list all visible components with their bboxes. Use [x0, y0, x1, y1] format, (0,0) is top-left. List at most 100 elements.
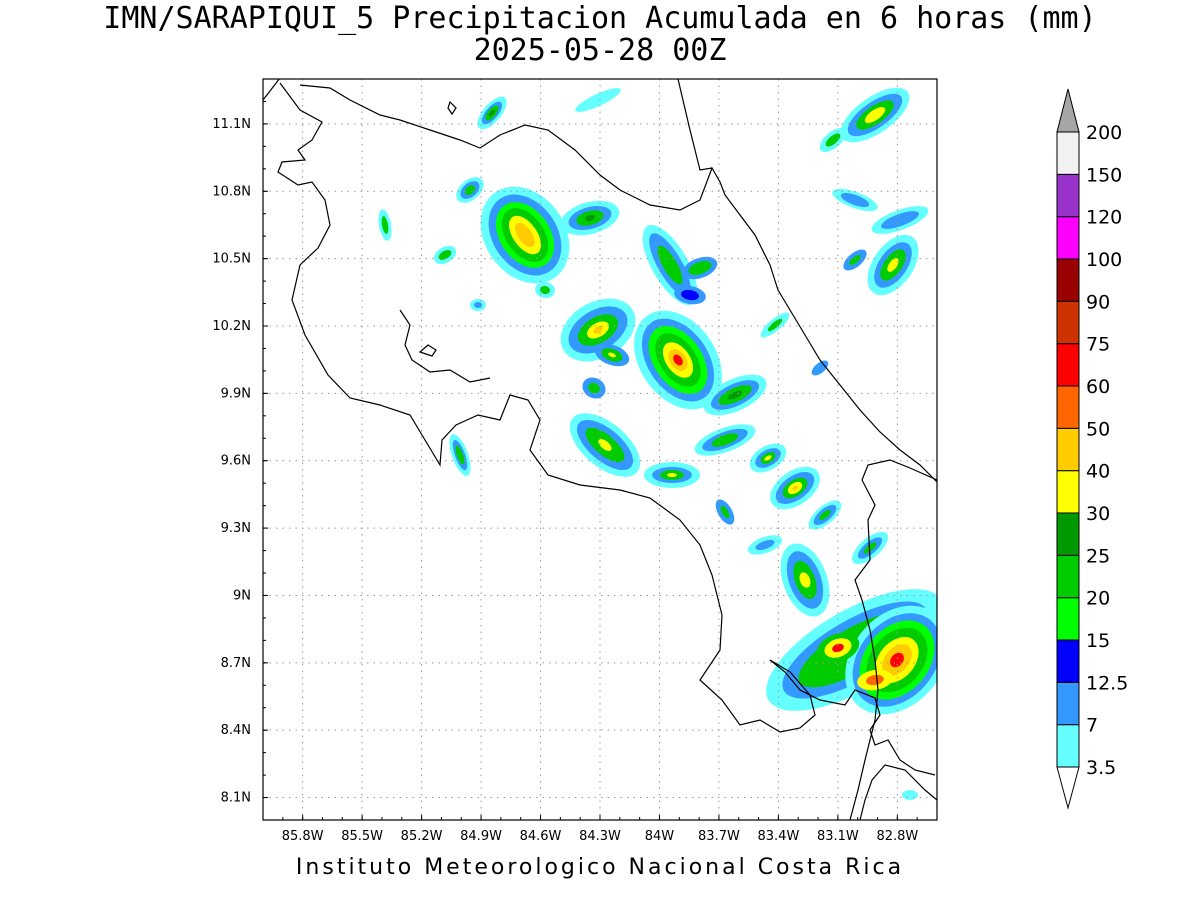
- lon-tick-label: 84W: [645, 829, 675, 844]
- colorbar-level-label: 150: [1086, 164, 1122, 186]
- colorbar-level-label: 50: [1086, 418, 1110, 440]
- lon-tick-label: 84.6W: [520, 829, 562, 844]
- rain-cell: [378, 209, 392, 241]
- colorbar-swatch: [1056, 343, 1080, 387]
- rain-cell: [780, 543, 830, 617]
- rain-cell: [747, 535, 783, 555]
- caribbean-coastline: [299, 84, 937, 483]
- colorbar-swatch: [1056, 724, 1080, 768]
- gulf-of-nicoya-coast: [399, 309, 491, 383]
- credit-footer: Instituto Meteorologico Nacional Costa R…: [295, 855, 905, 880]
- latitude-tick-labels: 11.1N 10.8N 10.5N 10.2N 9.9N 9.6N 9.3N 9N 8.7N 8.…: [212, 117, 251, 806]
- lat-tick-label: 8.7N: [221, 656, 251, 671]
- colorbar-level-label: 12.5: [1086, 672, 1128, 694]
- colorbar-level-label: 25: [1086, 545, 1110, 567]
- lat-tick-label: 9N: [233, 588, 251, 603]
- colorbar-level-label: 30: [1086, 503, 1110, 525]
- pacific-coastline: [277, 82, 816, 733]
- colorbar-swatch: [1056, 216, 1080, 260]
- lat-tick-label: 10.8N: [212, 184, 251, 199]
- rain-cell: [902, 790, 918, 800]
- lat-tick-label: 11.1N: [212, 117, 251, 132]
- rain-cell: [477, 96, 507, 130]
- lat-tick-label: 9.6N: [221, 454, 251, 469]
- rain-cell: [819, 128, 847, 152]
- map-title: IMN/SARAPIQUI_5 Precipitacion Acumulada …: [103, 1, 1097, 36]
- rain-cell: [871, 206, 929, 234]
- colorbar-level-label: 100: [1086, 249, 1122, 271]
- rain-cell: [535, 281, 555, 299]
- colorbar-swatch: [1056, 554, 1080, 599]
- rain-cell: [832, 188, 878, 212]
- lon-tick-label: 84.3W: [579, 829, 621, 844]
- rain-cell: [682, 256, 718, 280]
- rain-cell: [816, 632, 860, 664]
- colorbar-swatch: [1056, 470, 1080, 514]
- rain-cell: [449, 434, 471, 476]
- colorbar-level-label: 7: [1086, 715, 1098, 737]
- colorbar-over-triangle: [1056, 88, 1080, 133]
- rain-cell: [840, 87, 910, 143]
- colorbar-swatch: [1056, 639, 1080, 683]
- map-frame: [262, 78, 938, 821]
- rain-cell: [594, 343, 630, 367]
- rain-cell: [644, 462, 700, 488]
- rain-cell: [480, 186, 570, 284]
- colorbar: 3.5 7 12.5 15 20 25 30 40 50 60 75 90 100 120 150 200: [1056, 88, 1128, 810]
- rain-cell: [867, 234, 919, 296]
- colorbar-swatch: [1056, 258, 1080, 302]
- lat-tick-label: 9.3N: [221, 521, 251, 536]
- rain-cell: [760, 312, 790, 338]
- rain-cell: [470, 299, 486, 311]
- lat-tick-label: 8.4N: [221, 723, 251, 738]
- colorbar-level-label: 3.5: [1086, 757, 1116, 779]
- rain-cell: [569, 413, 641, 477]
- rain-cell: [456, 177, 484, 203]
- colorbar-under-triangle: [1056, 766, 1080, 810]
- rain-cell: [634, 310, 722, 410]
- rain-cell: [857, 669, 893, 691]
- rain-cell: [575, 88, 621, 112]
- rain-cell: [433, 245, 457, 265]
- colorbar-level-label: 90: [1086, 291, 1110, 313]
- rain-cell: [560, 200, 620, 236]
- lon-tick-label: 85.2W: [401, 829, 443, 844]
- lat-tick-label: 10.2N: [212, 319, 251, 334]
- map-datetime: 2025-05-28 00Z: [473, 33, 727, 68]
- lat-tick-label: 9.9N: [221, 386, 251, 401]
- nicaragua-coast: [677, 79, 713, 171]
- colorbar-level-label: 200: [1086, 122, 1122, 144]
- island: [447, 100, 457, 116]
- rain-cell: [560, 298, 636, 362]
- longitude-tick-labels: 85.8W 85.5W 85.2W 84.9W 84.6W 84.3W 84W 83.7W 83…: [282, 829, 919, 844]
- rain-cell: [715, 499, 735, 525]
- colorbar-level-label: 120: [1086, 207, 1122, 229]
- rain-cell: [582, 377, 606, 399]
- colorbar-swatch: [1056, 681, 1080, 726]
- lon-tick-label: 85.8W: [282, 829, 324, 844]
- lon-tick-label: 85.5W: [341, 829, 383, 844]
- colorbar-swatch: [1056, 597, 1080, 641]
- lat-tick-label: 10.5N: [212, 252, 251, 267]
- graticule: [262, 78, 938, 821]
- lon-tick-label: 82.8W: [876, 829, 918, 844]
- colorbar-level-label: 60: [1086, 376, 1110, 398]
- colorbar-swatch: [1056, 131, 1080, 175]
- rain-cell: [694, 424, 756, 456]
- rain-cell: [674, 285, 706, 305]
- lon-tick-label: 84.9W: [460, 829, 502, 844]
- rain-cell: [749, 443, 787, 473]
- lon-tick-label: 83.7W: [698, 829, 740, 844]
- panama-border: [849, 459, 937, 820]
- island: [418, 344, 437, 357]
- burica-coast: [859, 764, 937, 820]
- colorbar-swatch: [1056, 427, 1080, 472]
- colorbar-swatch: [1056, 512, 1080, 556]
- colorbar-swatch: [1056, 173, 1080, 218]
- rain-cell: [808, 500, 842, 530]
- osa-coastline: [769, 659, 936, 776]
- colorbar-level-label: 15: [1086, 630, 1110, 652]
- lon-tick-label: 83.4W: [758, 829, 800, 844]
- lat-tick-label: 8.1N: [221, 791, 251, 806]
